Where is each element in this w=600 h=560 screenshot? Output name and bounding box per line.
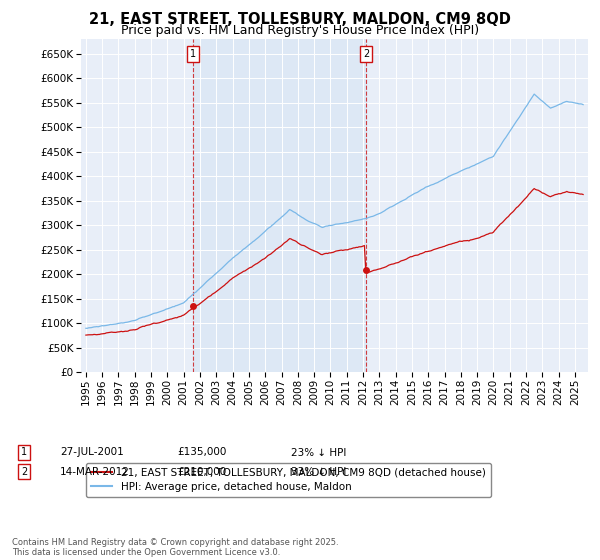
Legend: 21, EAST STREET, TOLLESBURY, MALDON, CM9 8QD (detached house), HPI: Average pric: 21, EAST STREET, TOLLESBURY, MALDON, CM9… bbox=[86, 463, 491, 497]
Text: Contains HM Land Registry data © Crown copyright and database right 2025.
This d: Contains HM Land Registry data © Crown c… bbox=[12, 538, 338, 557]
Text: 33% ↓ HPI: 33% ↓ HPI bbox=[291, 466, 346, 477]
Text: £210,000: £210,000 bbox=[177, 466, 226, 477]
Text: 21, EAST STREET, TOLLESBURY, MALDON, CM9 8QD: 21, EAST STREET, TOLLESBURY, MALDON, CM9… bbox=[89, 12, 511, 27]
Bar bbox=[193, 39, 366, 372]
Text: Price paid vs. HM Land Registry's House Price Index (HPI): Price paid vs. HM Land Registry's House … bbox=[121, 24, 479, 37]
Text: 27-JUL-2001: 27-JUL-2001 bbox=[60, 447, 124, 458]
Text: £135,000: £135,000 bbox=[177, 447, 226, 458]
Text: 1: 1 bbox=[21, 447, 27, 458]
Text: 23% ↓ HPI: 23% ↓ HPI bbox=[291, 447, 346, 458]
Text: 1: 1 bbox=[190, 49, 196, 59]
Text: 14-MAR-2012: 14-MAR-2012 bbox=[60, 466, 130, 477]
Text: 2: 2 bbox=[363, 49, 370, 59]
Text: 2: 2 bbox=[21, 466, 27, 477]
